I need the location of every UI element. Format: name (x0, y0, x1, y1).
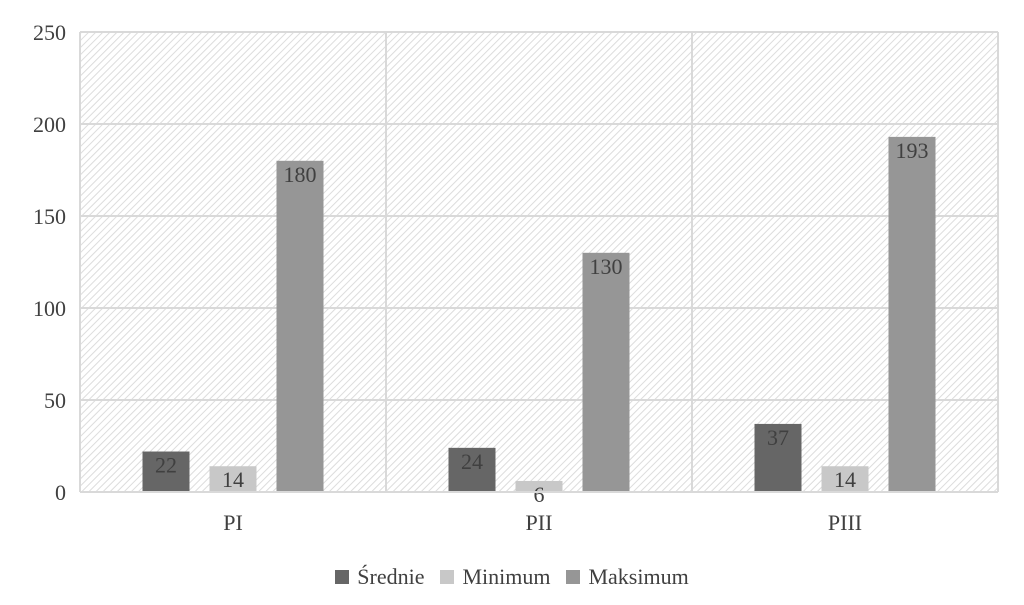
data-label: 180 (284, 162, 317, 187)
bar (448, 447, 496, 492)
bar (276, 160, 324, 493)
y-axis: 0 50 100 150 200 250 (33, 20, 66, 505)
legend-item: Minimum (440, 564, 550, 590)
x-tick-label: PII (526, 510, 553, 535)
bar (142, 451, 190, 492)
legend-item: Średnie (335, 564, 424, 590)
legend-label: Minimum (462, 564, 551, 589)
y-tick-label: 50 (44, 388, 66, 413)
data-label: 22 (155, 453, 177, 478)
y-tick-label: 200 (33, 112, 66, 137)
bar (582, 252, 630, 492)
legend-swatch (335, 570, 350, 584)
bar (754, 423, 802, 492)
legend-swatch (566, 570, 581, 584)
bars: 22 14 180 24 6 130 37 14 193 (142, 136, 936, 507)
plot-background (80, 32, 998, 492)
x-axis: PI PII PIII (80, 491, 998, 535)
y-tick-label: 100 (33, 296, 66, 321)
plot-area (80, 32, 998, 492)
legend-item: Maksimum (566, 564, 689, 590)
data-label: 37 (767, 425, 789, 450)
data-label: 130 (590, 254, 623, 279)
bar (209, 466, 257, 492)
data-label: 24 (461, 449, 483, 474)
gridlines (79, 31, 999, 493)
legend-label: Średnie (357, 564, 425, 589)
bar (515, 480, 563, 492)
data-label: 14 (834, 467, 856, 492)
y-tick-label: 250 (33, 20, 66, 45)
data-label: 6 (534, 482, 545, 507)
legend-label: Maksimum (588, 564, 689, 589)
y-tick-label: 0 (55, 480, 66, 505)
x-tick-label: PIII (828, 510, 862, 535)
data-label: 193 (896, 138, 929, 163)
y-tick-label: 150 (33, 204, 66, 229)
x-tick-label: PI (223, 510, 243, 535)
legend-swatch (440, 570, 455, 584)
data-label: 14 (222, 467, 244, 492)
legend: Średnie Minimum Maksimum (0, 562, 1024, 592)
bar (888, 136, 936, 492)
bar (821, 466, 869, 492)
